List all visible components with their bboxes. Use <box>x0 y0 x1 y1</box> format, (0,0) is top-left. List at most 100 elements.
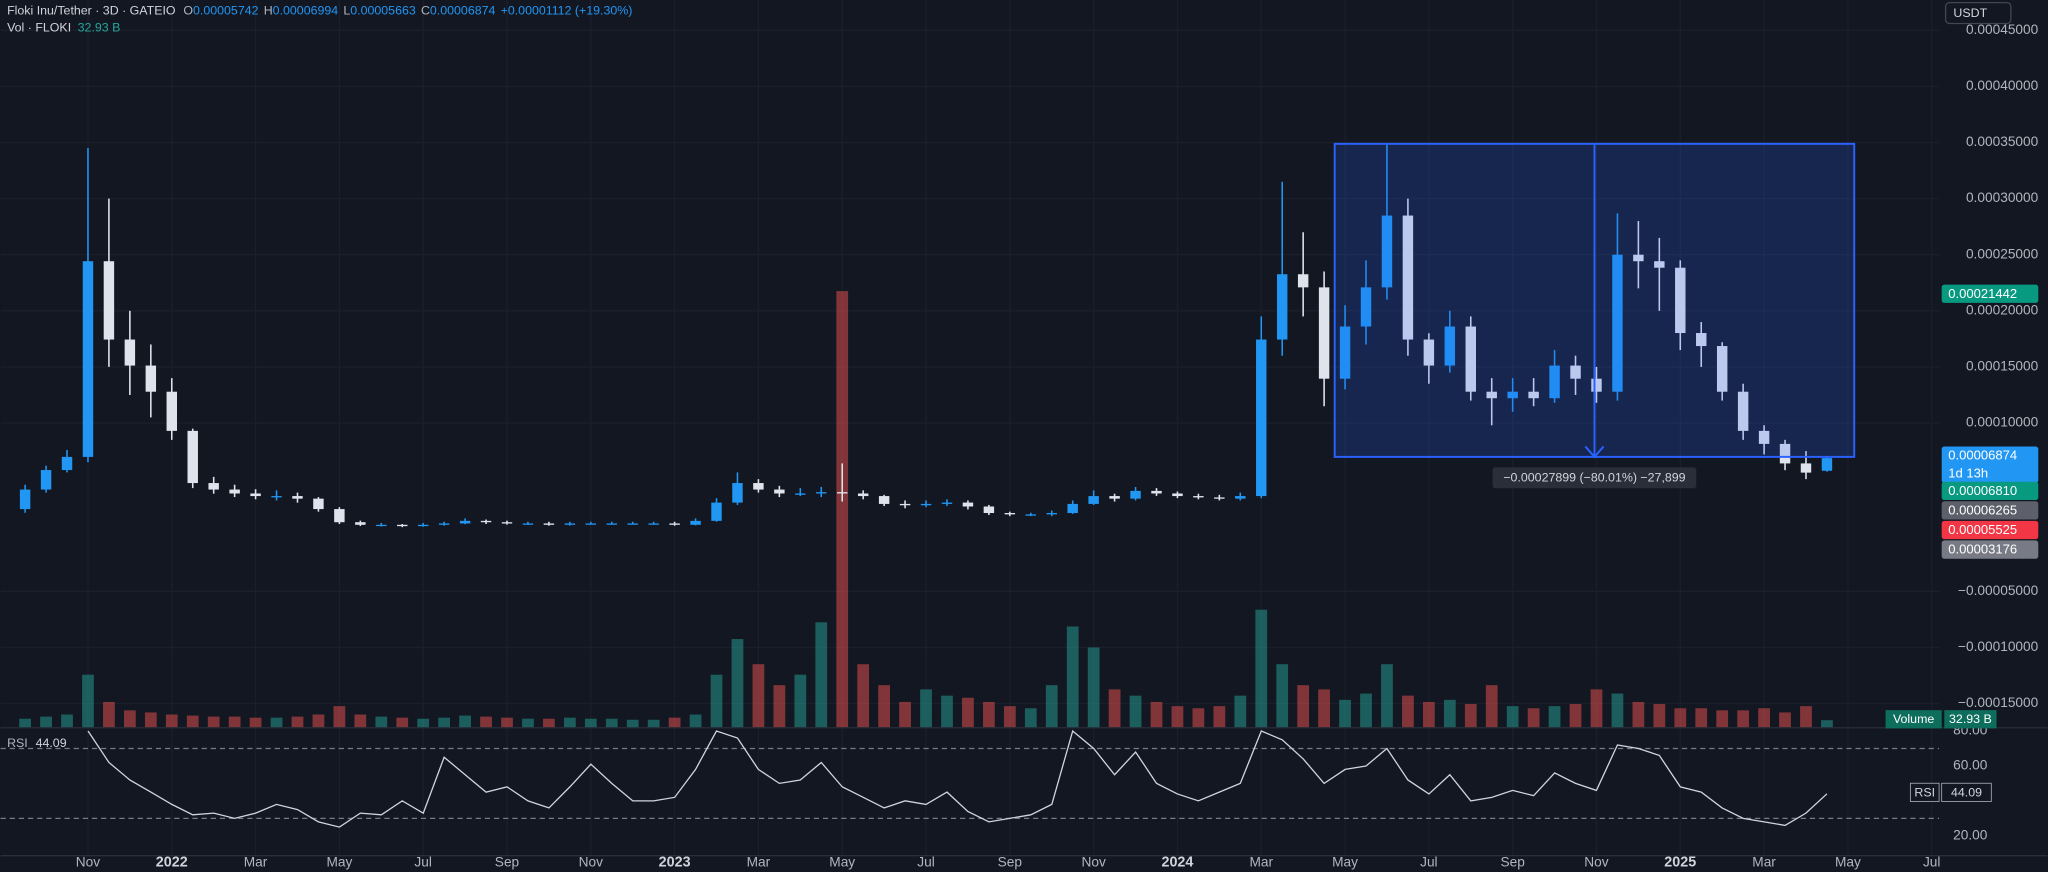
candle-body <box>774 489 785 494</box>
x-tick-label: Sep <box>998 854 1023 869</box>
volume-bar <box>186 715 199 728</box>
measure-label: −0.00027899 (−80.01%) −27,899 <box>1503 471 1685 485</box>
volume-bar <box>962 697 974 728</box>
candle-body <box>1549 365 1560 399</box>
rsi-value-bg <box>1941 782 1992 802</box>
volume-bar <box>417 718 430 728</box>
candle-body <box>334 509 345 523</box>
y-tick-label: −0.00015000 <box>1958 695 2039 710</box>
ohlc-key: H <box>264 4 273 18</box>
candle-body <box>1130 490 1141 499</box>
volume-bar <box>1464 704 1477 728</box>
candle-body <box>1214 497 1225 499</box>
volume-bar <box>857 664 870 728</box>
candle-body <box>1318 287 1330 379</box>
candle-body <box>1381 215 1393 288</box>
header-title: Floki Inu/Tether · 3D · GATEIO <box>7 4 176 18</box>
price-label: 0.00021442 <box>1948 286 2017 301</box>
volume-bar <box>1590 689 1603 728</box>
candle-body <box>271 496 282 498</box>
candle-body <box>1716 346 1728 392</box>
x-tick-label: Nov <box>1081 854 1105 869</box>
volume-legend-value: 32.93 B <box>78 21 121 35</box>
volume-bar <box>1066 626 1079 728</box>
volume-bar <box>1339 699 1351 728</box>
ohlc-key: L <box>343 4 350 18</box>
candle-body <box>795 493 806 495</box>
candle-body <box>1737 391 1749 431</box>
y-tick-label: 0.00025000 <box>1966 246 2039 261</box>
volume-bar <box>1381 664 1393 728</box>
candle-body <box>878 496 890 504</box>
currency-bg <box>1944 1 2012 25</box>
volume-bar <box>1024 708 1037 728</box>
countdown: 1d 13h <box>1948 465 1988 480</box>
candle-body <box>1758 430 1770 444</box>
volume-bar <box>1045 685 1058 728</box>
volume-bar <box>270 717 283 728</box>
volume-bar <box>1527 708 1540 728</box>
candle-body <box>1570 365 1581 379</box>
candle-body <box>1465 326 1476 392</box>
x-tick-label: 2024 <box>1161 855 1193 871</box>
candle-body <box>145 365 157 392</box>
candle-body <box>669 523 680 525</box>
volume-bar <box>396 717 409 728</box>
volume-bar <box>1150 701 1163 728</box>
volume-bar <box>1779 712 1791 728</box>
volume-bar <box>878 685 891 728</box>
volume-bar <box>773 685 786 728</box>
currency: USDT <box>1953 6 1987 20</box>
volume-bar <box>438 717 451 728</box>
volume-bar <box>626 719 639 728</box>
candle-body <box>920 503 932 506</box>
candle-body <box>1402 215 1414 340</box>
volume-bar <box>584 718 597 728</box>
candle-body <box>1088 496 1099 504</box>
rsi-tick-label: 60.00 <box>1953 758 1988 773</box>
candle-body <box>1423 339 1435 366</box>
volume-name: Volume <box>1893 712 1934 726</box>
rsi-legend-value: 44.09 <box>36 736 67 750</box>
volume-bar <box>1192 708 1205 728</box>
candle-body <box>1172 493 1183 497</box>
candle-body <box>857 493 869 497</box>
candle-body <box>229 489 240 494</box>
candle-body <box>1675 267 1686 334</box>
volume-bar <box>1758 708 1770 728</box>
x-tick-label: Jul <box>414 854 432 869</box>
volume-bar <box>19 718 31 728</box>
x-tick-label: Mar <box>747 854 771 869</box>
candle-body <box>1025 514 1037 516</box>
price-label: 0.00005525 <box>1948 522 2017 537</box>
candle-body <box>250 493 261 497</box>
y-tick-label: 0.00020000 <box>1966 302 2039 317</box>
volume-bar <box>1171 706 1184 728</box>
candle-body <box>585 523 597 525</box>
candle-body <box>837 492 848 494</box>
volume-bar <box>815 622 828 728</box>
volume-bar <box>1297 685 1310 728</box>
volume-bar <box>333 706 346 728</box>
candle-body <box>543 523 555 525</box>
candle-body <box>941 502 953 504</box>
candle-body <box>1591 378 1602 392</box>
candle-body <box>438 523 450 525</box>
ohlc-key: O <box>183 4 193 18</box>
ohlc-key: C <box>421 4 430 18</box>
candle-body <box>501 522 513 524</box>
candle-body <box>711 502 722 521</box>
candle-body <box>1193 496 1204 498</box>
price-label-bg <box>1941 446 2039 483</box>
candle-body <box>1256 339 1267 497</box>
candle-body <box>983 506 995 514</box>
volume-bar <box>543 718 555 728</box>
candle-body <box>962 502 974 507</box>
price-label-bg <box>1941 481 2039 500</box>
volume-bar <box>1318 689 1330 728</box>
candle-body <box>1297 274 1309 288</box>
x-tick-label: May <box>326 854 352 869</box>
candle-body <box>1151 490 1162 494</box>
